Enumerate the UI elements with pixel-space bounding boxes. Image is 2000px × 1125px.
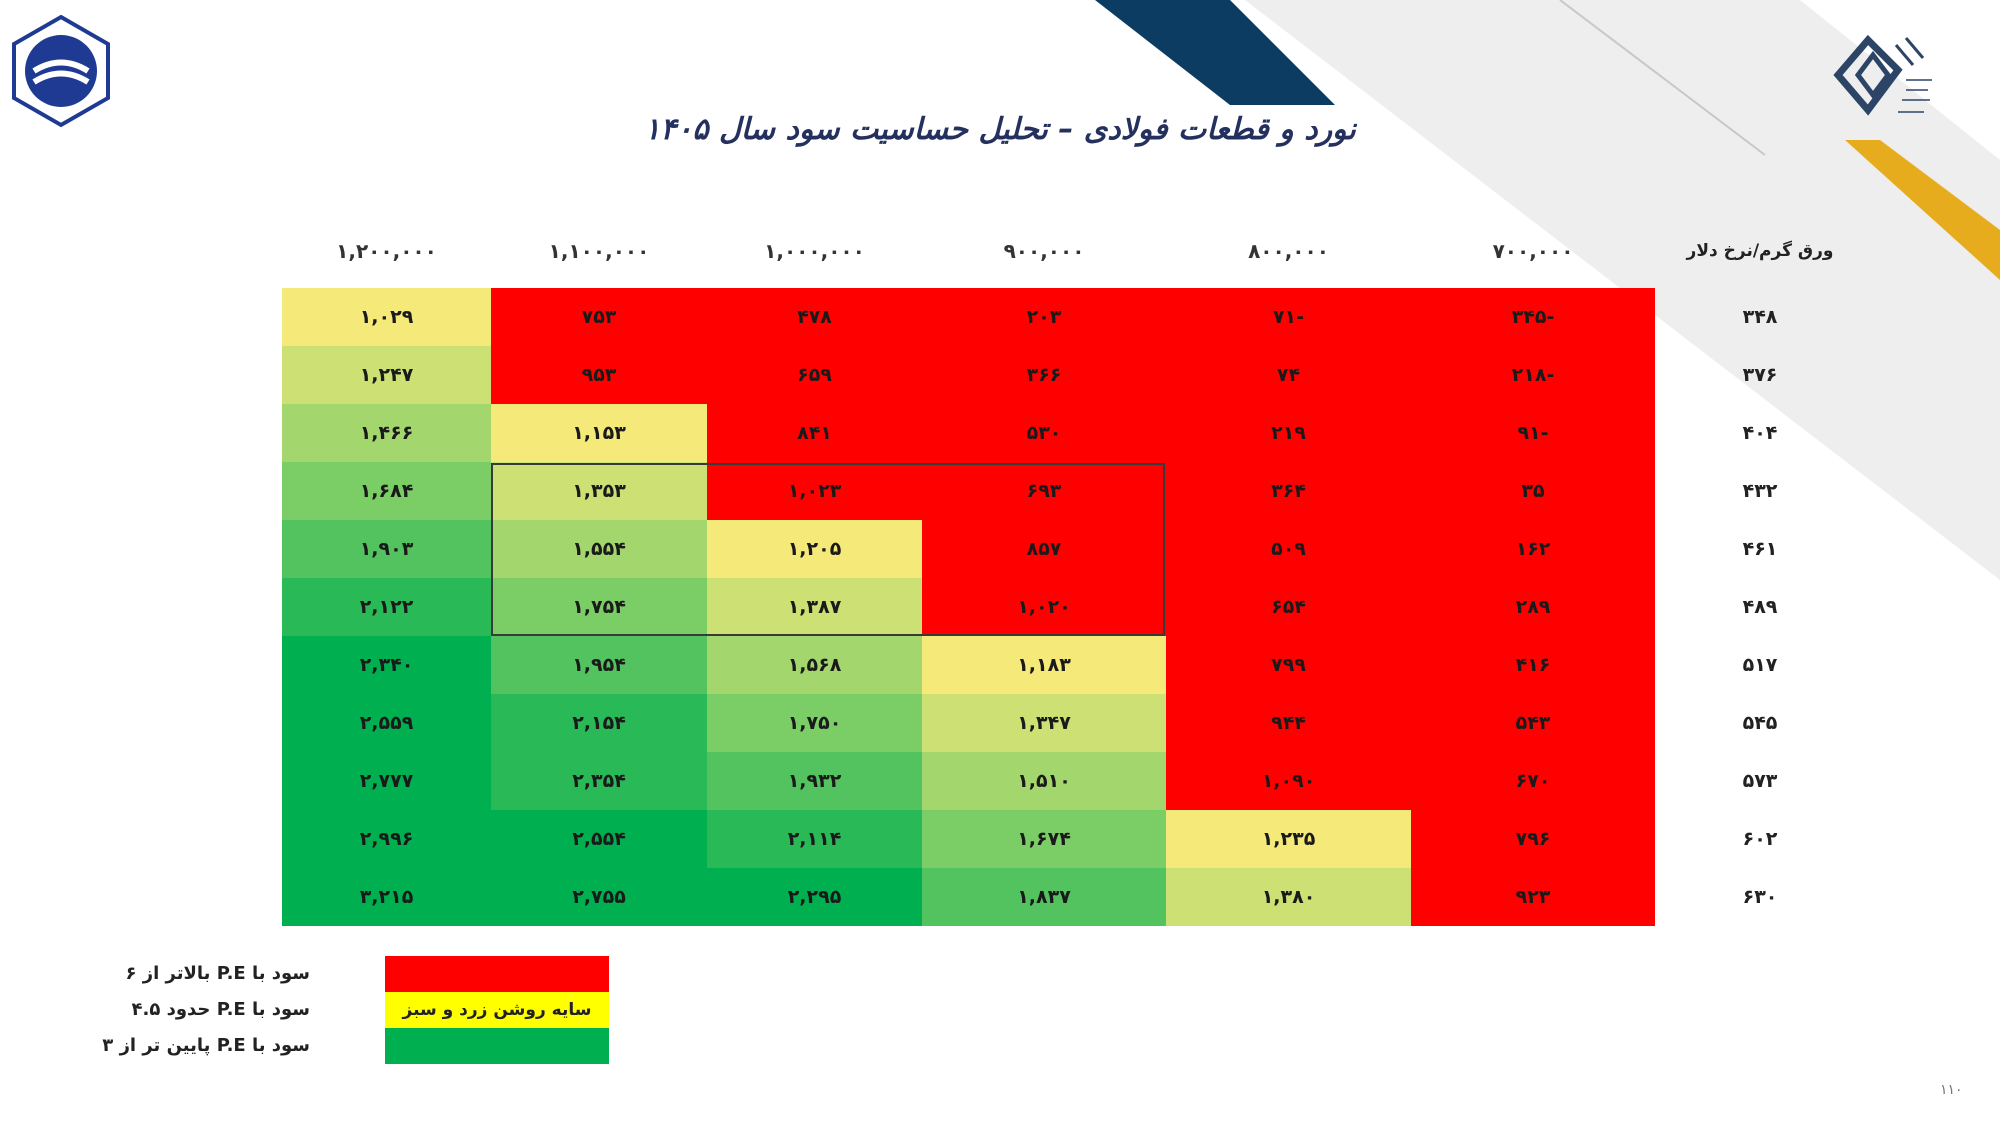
table-cell: ۹۴۴ [1166, 694, 1411, 752]
table-cell: ۶۷۰ [1411, 752, 1655, 810]
table-cell: ۲۱۸- [1411, 346, 1655, 404]
table-cell: ۲,۵۵۹ [282, 694, 491, 752]
table-cell: ۷۴ [1166, 346, 1411, 404]
row-label: ۳۷۶ [1742, 364, 1778, 386]
table-cell: ۲۰۳ [922, 288, 1166, 346]
table-cell: ۱,۲۴۷ [282, 346, 491, 404]
table-cell: ۱,۳۵۳ [491, 462, 707, 520]
table-cell: ۳۴۵- [1411, 288, 1655, 346]
table-cell: ۷۵۳ [491, 288, 707, 346]
table-cell: ۱,۴۶۶ [282, 404, 491, 462]
table-cell: ۳۶۴ [1166, 462, 1411, 520]
row-label: ۴۰۴ [1742, 422, 1778, 444]
table-cell: ۲,۷۵۵ [491, 868, 707, 926]
legend-swatch-yellow: سایه روشن زرد و سبز [385, 992, 609, 1028]
table-cell: ۳۶۶ [922, 346, 1166, 404]
table-cell: ۱,۲۰۵ [707, 520, 922, 578]
legend-label-high-pe: سود با P.E بالاتر از ۶ [125, 963, 310, 984]
table-cell: ۱,۱۵۳ [491, 404, 707, 462]
row-label: ۴۳۲ [1742, 480, 1778, 502]
row-label: ۶۰۲ [1742, 828, 1778, 850]
table-cell: ۴۱۶ [1411, 636, 1655, 694]
table-cell: ۴۷۸ [707, 288, 922, 346]
table-cell: ۲,۹۹۶ [282, 810, 491, 868]
table-cell: ۶۵۴ [1166, 578, 1411, 636]
row-label: ۳۴۸ [1742, 306, 1778, 328]
table-cell: ۹۵۳ [491, 346, 707, 404]
table-cell: ۲,۱۱۴ [707, 810, 922, 868]
legend-swatch-green [385, 1028, 609, 1064]
navy-band [1095, 0, 1335, 105]
table-cell: ۵۰۹ [1166, 520, 1411, 578]
table-cell: ۱,۵۵۴ [491, 520, 707, 578]
table-cell: ۸۵۷ [922, 520, 1166, 578]
table-cell: ۱,۸۳۷ [922, 868, 1166, 926]
column-header: ۷۰۰,۰۰۰ [1492, 239, 1574, 263]
table-cell: ۵۳۰ [922, 404, 1166, 462]
column-header: ۱,۱۰۰,۰۰۰ [548, 239, 650, 263]
table-cell: ۵۴۳ [1411, 694, 1655, 752]
column-header: ۱,۲۰۰,۰۰۰ [336, 239, 437, 263]
page-number: ۱۱۰ [1940, 1082, 1963, 1098]
table-cell: ۱,۹۵۴ [491, 636, 707, 694]
legend-swatch-text: سایه روشن زرد و سبز [402, 1000, 592, 1020]
page-title: نورد و قطعات فولادی – تحلیل حساسیت سود س… [644, 112, 1356, 147]
table-cell: ۷۱- [1166, 288, 1411, 346]
table-cell: ۲,۳۴۰ [282, 636, 491, 694]
table-cell: ۱,۰۹۰ [1166, 752, 1411, 810]
table-cell: ۲,۷۷۷ [282, 752, 491, 810]
table-cell: ۲,۳۵۴ [491, 752, 707, 810]
diagonal-line [1559, 0, 1766, 156]
table-cell: ۱,۰۲۹ [282, 288, 491, 346]
table-cell: ۱,۲۳۵ [1166, 810, 1411, 868]
row-label: ۵۷۳ [1742, 770, 1778, 792]
table-cell: ۶۵۹ [707, 346, 922, 404]
table-cell: ۷۹۶ [1411, 810, 1655, 868]
legend-label-low-pe: سود با P.E پایین تر از ۳ [102, 1035, 310, 1056]
table-cell: ۱۶۲ [1411, 520, 1655, 578]
table-cell: ۲,۵۵۴ [491, 810, 707, 868]
table-cell: ۲,۲۹۵ [707, 868, 922, 926]
table-cell: ۱,۳۸۷ [707, 578, 922, 636]
table-cell: ۷۹۹ [1166, 636, 1411, 694]
corner-header: ورق گرم/نرخ دلار [1686, 241, 1834, 261]
calligraphic-seal-icon [1833, 34, 1932, 116]
table-cell: ۱,۵۱۰ [922, 752, 1166, 810]
row-label: ۶۳۰ [1742, 886, 1778, 908]
table-cell: ۱,۶۷۴ [922, 810, 1166, 868]
table-cell: ۱,۵۶۸ [707, 636, 922, 694]
legend-label-mid-pe: سود با P.E حدود ۴.۵ [131, 999, 310, 1020]
table-cell: ۲۱۹ [1166, 404, 1411, 462]
table-cell: ۱,۳۴۷ [922, 694, 1166, 752]
row-label: ۵۴۵ [1742, 712, 1778, 734]
table-cell: ۲,۱۲۲ [282, 578, 491, 636]
table-cell: ۱,۷۵۰ [707, 694, 922, 752]
row-label: ۵۱۷ [1742, 654, 1778, 676]
table-cell: ۸۴۱ [707, 404, 922, 462]
table-cell: ۱,۳۸۰ [1166, 868, 1411, 926]
legend-swatch-red [385, 956, 609, 992]
table-cell: ۹۲۳ [1411, 868, 1655, 926]
row-label: ۴۸۹ [1742, 596, 1778, 618]
company-logo-icon [12, 14, 110, 128]
column-header: ۸۰۰,۰۰۰ [1248, 239, 1329, 263]
table-cell: ۲,۱۵۴ [491, 694, 707, 752]
table-cell: ۳,۲۱۵ [282, 868, 491, 926]
table-cell: ۱,۶۸۴ [282, 462, 491, 520]
row-label: ۴۶۱ [1742, 538, 1778, 560]
column-header: ۱,۰۰۰,۰۰۰ [764, 239, 865, 263]
table-cell: ۹۱- [1411, 404, 1655, 462]
table-cell: ۲۸۹ [1411, 578, 1655, 636]
table-cell: ۱,۷۵۴ [491, 578, 707, 636]
table-cell: ۳۵ [1411, 462, 1655, 520]
gold-band [1845, 140, 2000, 280]
table-cell: ۱,۹۳۲ [707, 752, 922, 810]
table-cell: ۱,۰۲۰ [922, 578, 1166, 636]
table-cell: ۱,۱۸۳ [922, 636, 1166, 694]
column-header: ۹۰۰,۰۰۰ [1003, 239, 1085, 263]
table-cell: ۱,۰۲۳ [707, 462, 922, 520]
table-cell: ۶۹۳ [922, 462, 1166, 520]
table-cell: ۱,۹۰۳ [282, 520, 491, 578]
